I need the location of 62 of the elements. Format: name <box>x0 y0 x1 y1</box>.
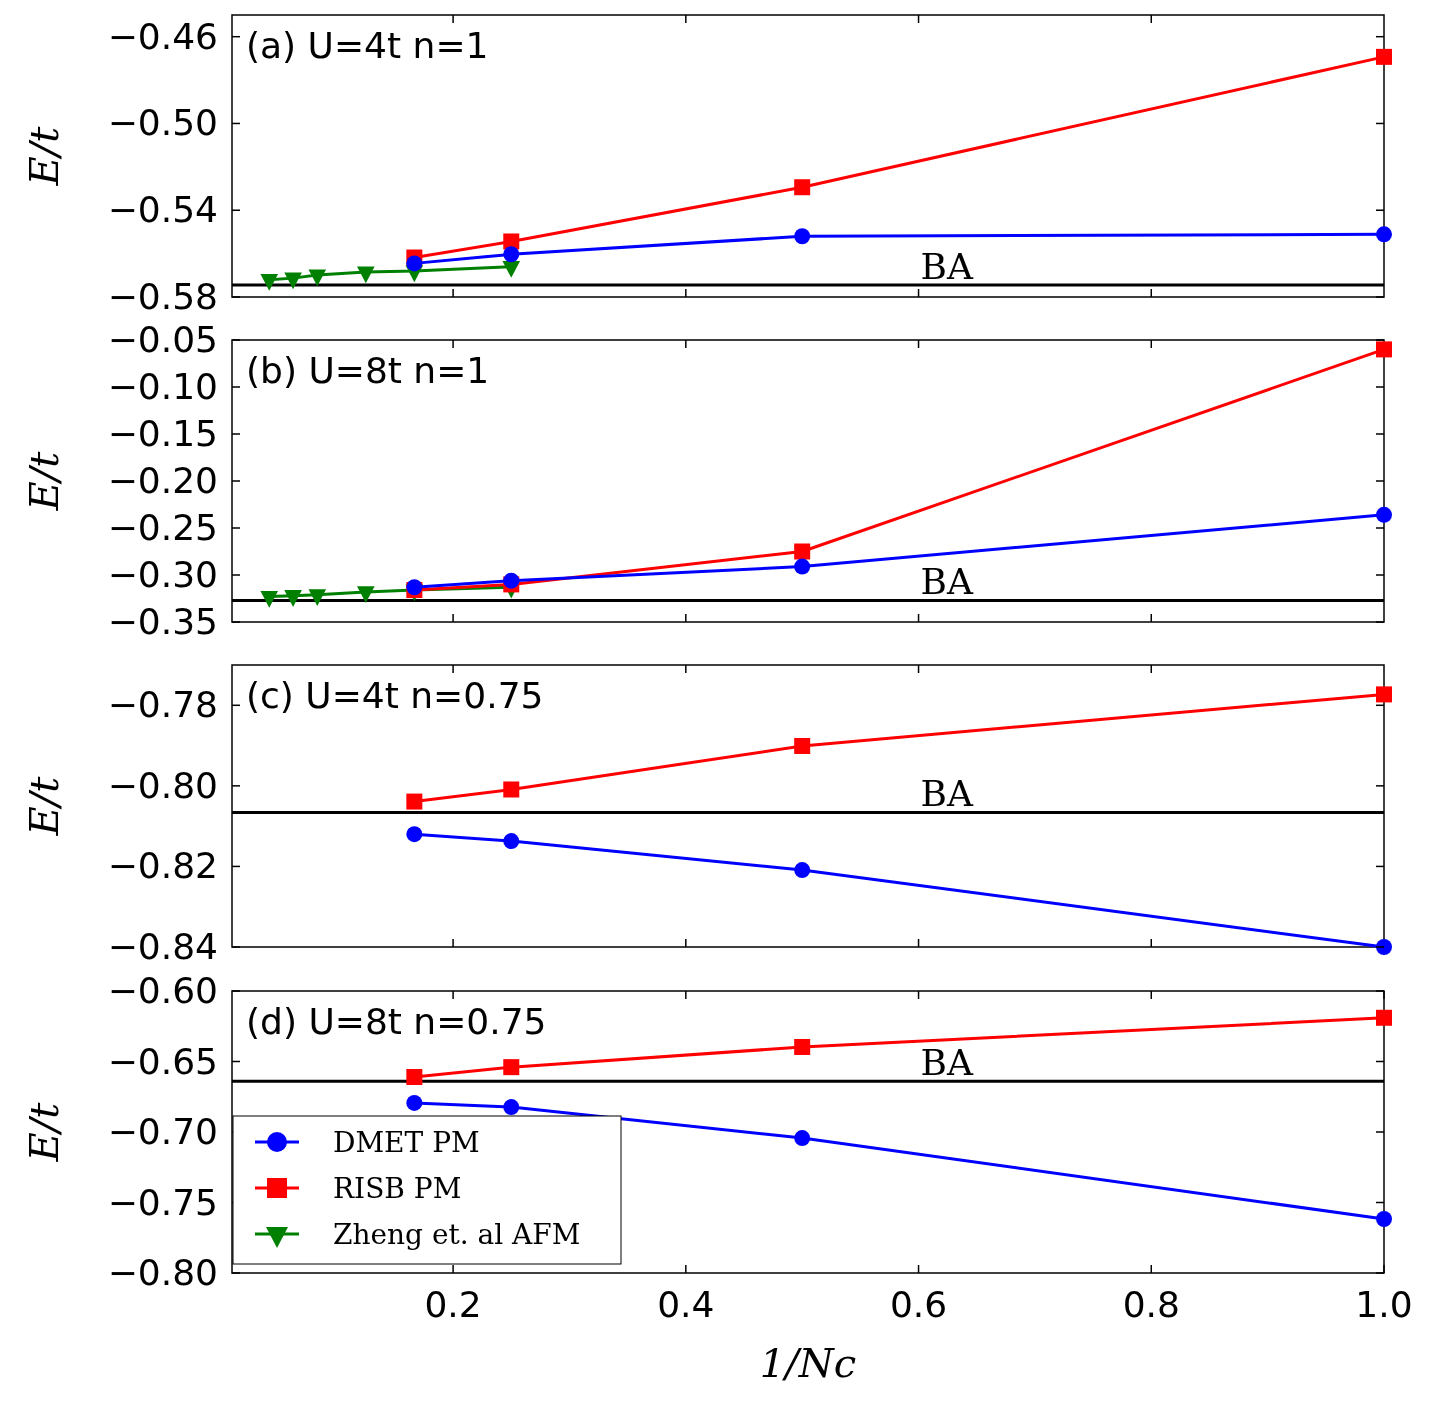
x-axis-title: 1/Nc <box>759 1340 857 1386</box>
x-tick-label: 0.4 <box>657 1284 715 1325</box>
x-tick-label: 1.0 <box>1355 1284 1413 1325</box>
y-tick-label: −0.20 <box>107 460 218 501</box>
point <box>406 793 423 810</box>
annotation: (b) U=8t n=1 <box>246 350 490 391</box>
y-tick-label: −0.60 <box>107 970 218 1011</box>
point <box>794 737 811 754</box>
y-tick-label: −0.05 <box>107 319 218 360</box>
point <box>406 1069 423 1086</box>
y-tick-label: −0.54 <box>107 189 218 231</box>
point <box>503 781 520 798</box>
point <box>503 833 520 850</box>
y-tick-label: −0.70 <box>107 1111 218 1152</box>
point <box>406 1094 423 1111</box>
legend-label: RISB PM <box>333 1172 462 1205</box>
y-tick-label: −0.25 <box>107 507 218 548</box>
y-tick-label: −0.75 <box>107 1181 218 1223</box>
y-tick-label: −0.84 <box>107 926 218 967</box>
point <box>1376 341 1392 358</box>
y-tick-label: −0.46 <box>107 15 218 57</box>
x-tick-label: 0.2 <box>424 1284 482 1325</box>
point <box>794 558 811 575</box>
point <box>503 572 520 589</box>
point <box>1376 1009 1392 1026</box>
legend-label: DMET PM <box>333 1126 480 1159</box>
y-tick-label: −0.80 <box>107 764 218 806</box>
point <box>794 1038 811 1055</box>
legend-label: Zheng et. al AFM <box>333 1218 581 1251</box>
point <box>1376 686 1392 703</box>
ref-line-label: BA <box>920 246 974 288</box>
point <box>1376 506 1392 523</box>
y-tick-label: −0.30 <box>107 554 218 595</box>
point <box>1376 939 1392 955</box>
x-tick-label: 0.6 <box>889 1284 948 1325</box>
y-tick-label: −0.65 <box>107 1040 218 1082</box>
y-axis-title: E/t <box>21 1101 67 1163</box>
point <box>1376 1211 1392 1227</box>
y-tick-label: −0.82 <box>107 845 218 887</box>
ref-line-label: BA <box>920 773 974 815</box>
point <box>794 543 811 560</box>
y-tick-label: −0.58 <box>107 276 218 317</box>
y-tick-label: −0.50 <box>107 102 218 144</box>
point <box>406 826 423 843</box>
annotation: (a) U=4t n=1 <box>246 25 489 66</box>
ref-line-label: BA <box>920 561 974 603</box>
annotation: (d) U=8t n=0.75 <box>246 1001 547 1042</box>
point <box>794 1130 811 1147</box>
y-axis-title: E/t <box>21 125 67 187</box>
annotation: (c) U=4t n=0.75 <box>246 675 544 716</box>
y-tick-label: −0.78 <box>107 684 218 726</box>
point <box>794 862 811 879</box>
point <box>503 1099 520 1116</box>
ref-line-label: BA <box>920 1042 974 1084</box>
x-tick-label: 0.8 <box>1122 1284 1180 1325</box>
y-tick-label: −0.15 <box>107 413 218 454</box>
y-axis-title: E/t <box>21 450 67 512</box>
y-tick-label: −0.80 <box>107 1252 218 1293</box>
y-tick-label: −0.10 <box>107 366 218 407</box>
point <box>503 1059 520 1076</box>
y-tick-label: −0.35 <box>107 601 218 642</box>
y-axis-title: E/t <box>21 775 67 837</box>
